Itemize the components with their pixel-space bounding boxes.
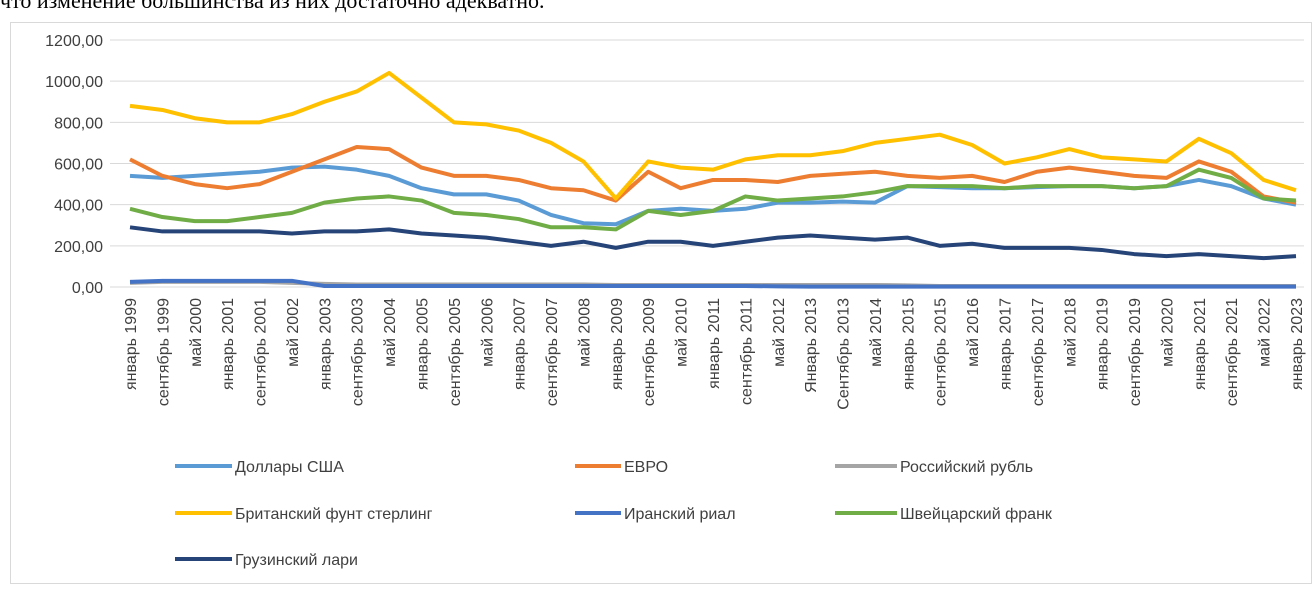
x-tick-label: январь 2007 [512, 298, 529, 390]
y-tick-label: 600,00 [54, 157, 103, 174]
legend-label: Доллары США [235, 459, 344, 476]
legend-label: ЕВРО [624, 459, 668, 476]
x-tick-label: май 2008 [576, 298, 593, 367]
x-tick-label: май 2002 [285, 298, 302, 367]
x-tick-label: январь 2009 [609, 298, 626, 390]
x-tick-label: январь 2021 [1192, 298, 1209, 390]
y-tick-label: 1000,00 [45, 74, 103, 91]
x-tick-label: январь 2019 [1095, 298, 1112, 390]
x-tick-label: май 2006 [479, 298, 496, 367]
x-tick-label: январь 2023 [1289, 298, 1306, 390]
x-tick-label: сентябрь 2005 [447, 298, 464, 406]
legend-label: Иранский риал [624, 506, 736, 523]
y-tick-label: 1200,00 [45, 33, 103, 50]
x-tick-label: май 2014 [868, 298, 885, 367]
series-line [129, 225, 1297, 261]
y-tick-label: 0,00 [72, 280, 103, 297]
x-tick-label: январь 2003 [317, 298, 334, 390]
x-tick-label: май 2010 [674, 298, 691, 367]
legend-label: Швейцарский франк [900, 506, 1053, 523]
x-tick-label: январь 2015 [900, 298, 917, 390]
x-tick-label: сентябрь 2007 [544, 298, 561, 406]
x-tick-label: сентябрь 2011 [738, 298, 755, 405]
x-tick-label: январь 2011 [706, 298, 723, 389]
series-line [129, 70, 1297, 201]
x-tick-label: сентябрь 2015 [933, 298, 950, 406]
x-tick-label: май 2016 [965, 298, 982, 367]
x-tick-label: сентябрь 2021 [1224, 298, 1241, 406]
x-tick-label: январь 2001 [220, 298, 237, 390]
x-tick-label: сентябрь 2001 [253, 298, 270, 406]
x-tick-label: январь 2017 [998, 298, 1015, 390]
chart-border [10, 22, 1312, 584]
x-tick-label: май 2012 [771, 298, 788, 367]
series-line [129, 145, 1297, 205]
legend-label: Грузинский лари [235, 552, 358, 569]
x-tick-label: Январь 2013 [803, 298, 820, 393]
x-tick-label: сентябрь 2017 [1030, 298, 1047, 406]
x-tick-label: сентябрь 2003 [350, 298, 367, 406]
legend-label: Британский фунт стерлинг [235, 506, 433, 523]
x-tick-label: сентябрь 2009 [641, 298, 658, 406]
x-tick-label: май 2004 [382, 298, 399, 367]
y-tick-label: 800,00 [54, 115, 103, 132]
series-line [129, 278, 1296, 289]
y-tick-label: 200,00 [54, 239, 103, 256]
x-tick-label: Сентябрь 2013 [836, 298, 853, 410]
caption: что изменение большинства из них достато… [0, 0, 545, 13]
x-tick-label: май 2000 [188, 298, 205, 367]
series-line [129, 167, 1297, 232]
y-tick-label: 400,00 [54, 198, 103, 215]
x-tick-label: май 2020 [1159, 298, 1176, 367]
x-tick-label: январь 1999 [123, 298, 140, 390]
x-tick-label: май 2018 [1062, 298, 1079, 367]
x-tick-label: сентябрь 1999 [155, 298, 172, 406]
legend-label: Российский рубль [900, 459, 1033, 476]
x-tick-label: январь 2005 [415, 298, 432, 390]
x-tick-label: сентябрь 2019 [1127, 298, 1144, 406]
x-tick-label: май 2022 [1257, 298, 1274, 367]
